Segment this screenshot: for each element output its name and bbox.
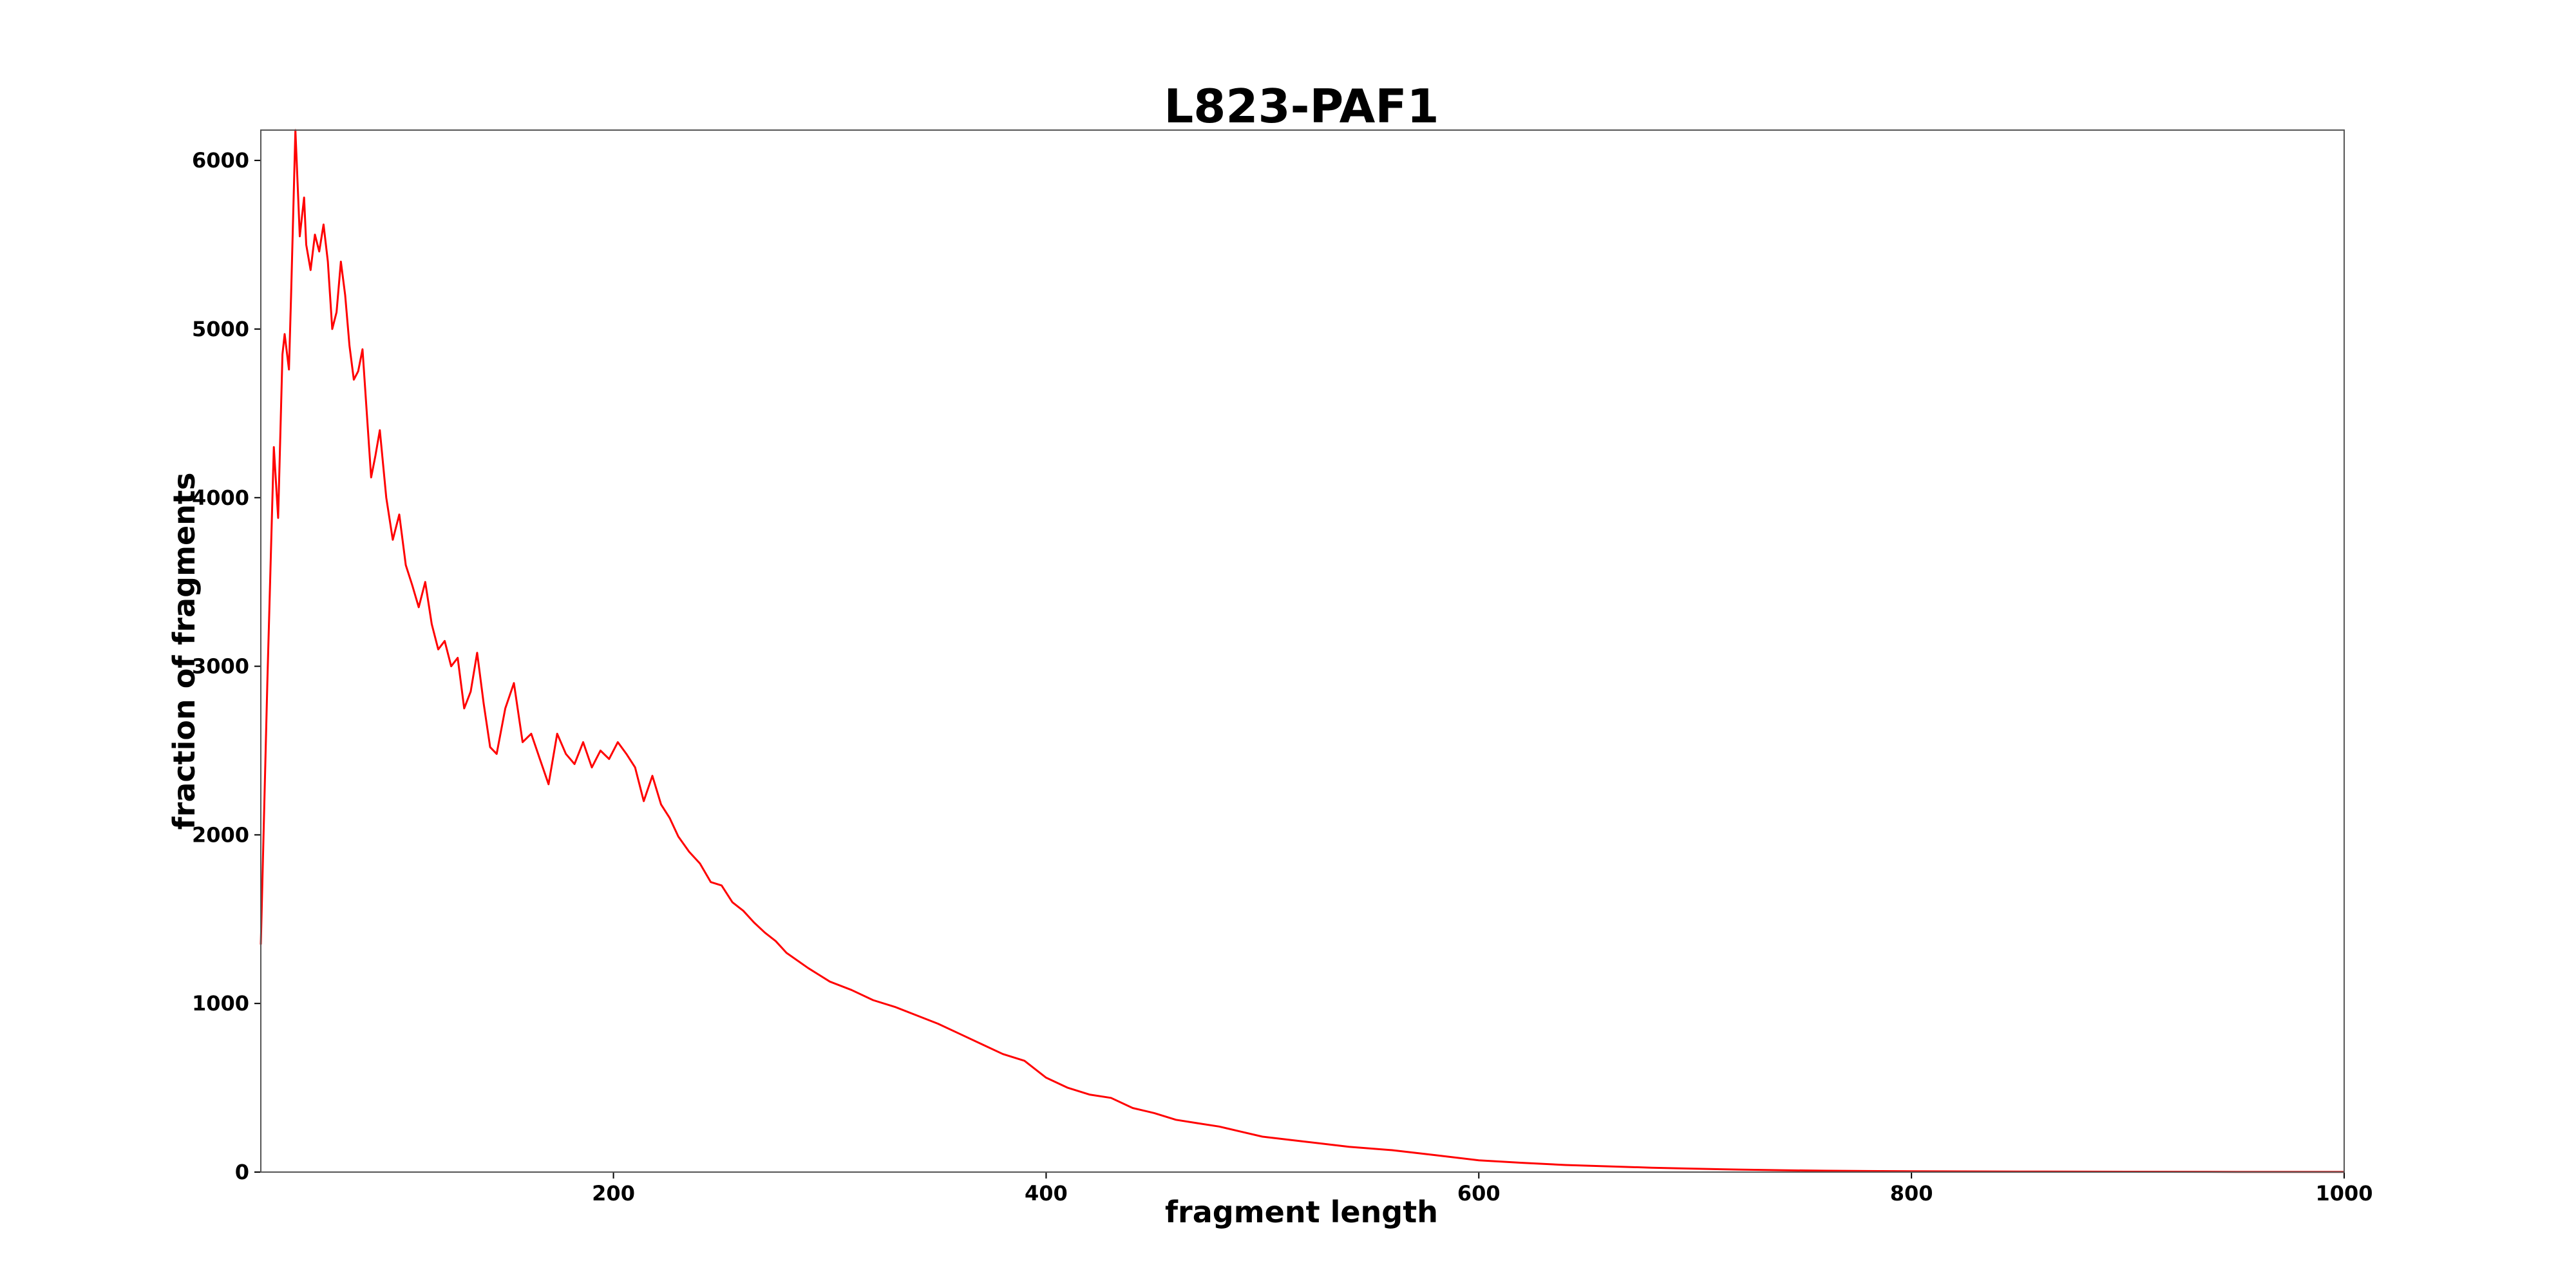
y-tick-label: 0 [235, 1160, 249, 1184]
x-tick-label: 200 [592, 1181, 635, 1206]
y-tick-label: 2000 [192, 822, 249, 847]
x-tick-label: 1000 [2315, 1181, 2372, 1206]
y-axis-label: fraction of fragments [167, 473, 202, 830]
y-tick-label: 3000 [192, 654, 249, 679]
y-axis: 0 1000 2000 3000 4000 5000 6000 [192, 148, 261, 1184]
y-tick-label: 5000 [192, 317, 249, 341]
series-line [260, 129, 2344, 1173]
x-axis: 200 400 600 800 1000 [592, 1172, 2373, 1206]
x-tick-label: 600 [1457, 1181, 1501, 1206]
chart-title: L823-PAF1 [1164, 79, 1439, 133]
plot-frame [260, 129, 2345, 1173]
x-tick-label: 800 [1890, 1181, 1933, 1206]
y-tick-label: 6000 [192, 148, 249, 173]
x-tick-label: 400 [1025, 1181, 1068, 1206]
x-axis-label: fragment length [1165, 1195, 1438, 1229]
y-tick-label: 1000 [192, 991, 249, 1016]
y-tick-label: 4000 [192, 486, 249, 510]
